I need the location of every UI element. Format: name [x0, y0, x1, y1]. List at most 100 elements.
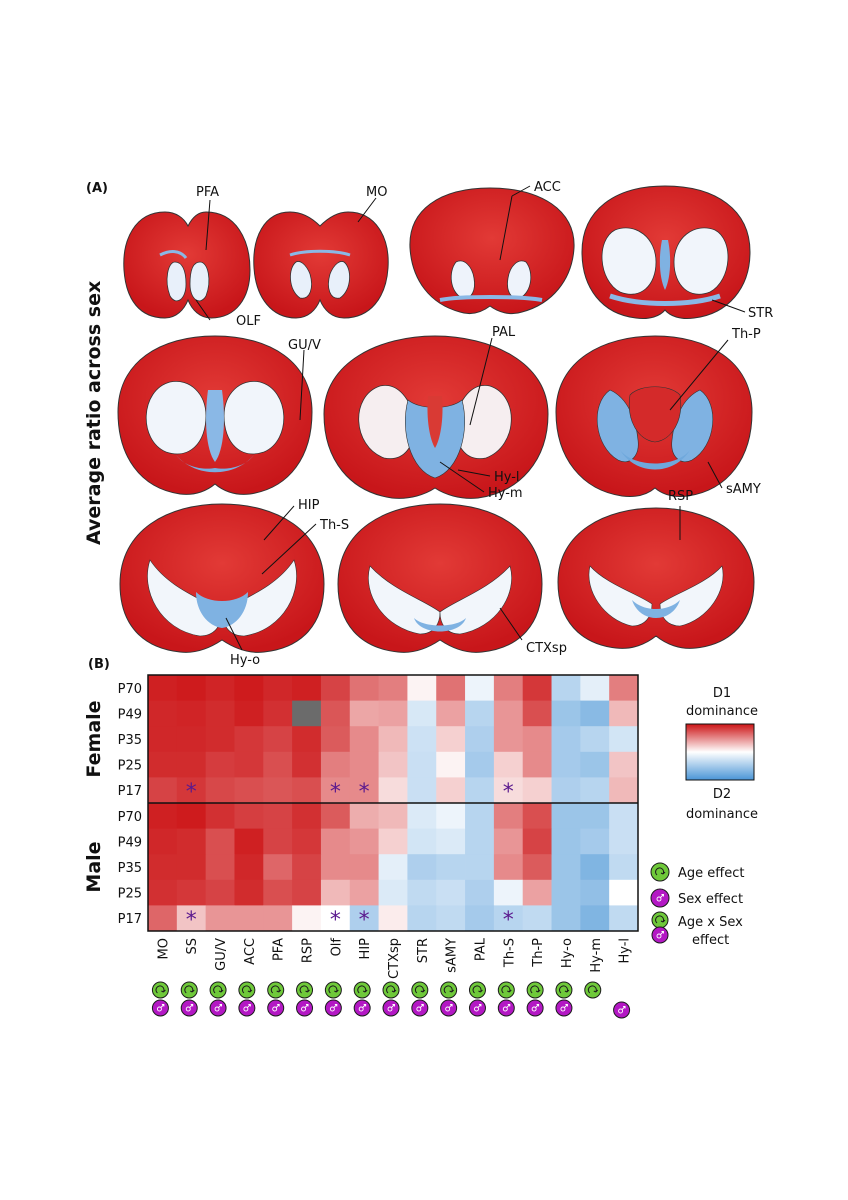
heatmap-cell [263, 905, 293, 932]
region-label-hym: Hy-m [488, 486, 523, 501]
heatmap-cell [349, 777, 379, 804]
heatmap-cell [148, 879, 178, 906]
heatmap-cell [320, 675, 351, 701]
heatmap-cell [522, 751, 552, 778]
heatmap-cell [378, 828, 408, 855]
region-label-pal: PAL [492, 325, 516, 340]
heatmap-cell [234, 803, 264, 829]
heatmap-cell [436, 700, 466, 727]
heatmap-cell [551, 751, 581, 778]
age-effect-icon [468, 981, 486, 999]
brain-section-2 [253, 211, 389, 319]
heatmap-cell [436, 828, 466, 855]
heatmap-cell [320, 803, 351, 829]
heatmap-cell [320, 726, 351, 753]
sex-effect-icon [613, 1001, 631, 1019]
row-label: P17 [118, 912, 142, 927]
panel-b-label: (B) [88, 657, 110, 672]
heatmap-cell [234, 751, 264, 778]
heatmap-cell [234, 777, 264, 804]
heatmap-cell [349, 828, 379, 855]
heatmap-cell [148, 828, 178, 855]
age-effect-label: Age effect [678, 866, 744, 881]
brain-section-7 [555, 335, 753, 497]
sex-effect-icon [411, 999, 429, 1017]
heatmap-cell [205, 777, 235, 804]
heatmap-cell [580, 803, 610, 829]
brain-section-9 [337, 503, 543, 653]
column-label: Th-P [531, 938, 546, 968]
sex-effect-icon [238, 999, 256, 1017]
age-effect-icon [555, 981, 573, 999]
heatmap-cell [407, 905, 437, 932]
column-label: Hy-o [560, 938, 575, 968]
sex-effect-icon [151, 999, 169, 1017]
heatmap-cell [609, 751, 639, 778]
heatmap-cell [465, 777, 495, 804]
heatmap-cell [407, 777, 437, 804]
heatmap-cell [148, 777, 178, 804]
heatmap-cell [522, 777, 552, 804]
significance-star: * [186, 908, 197, 933]
significance-star: * [503, 780, 514, 805]
legend-gradient-bar [685, 723, 755, 781]
row-label: P70 [118, 810, 142, 825]
heatmap-cell [148, 700, 178, 727]
age-effect-icon [151, 981, 169, 999]
brain-section-5 [117, 335, 313, 495]
heatmap-cell [378, 854, 408, 881]
sex-effect-icon [651, 926, 669, 944]
age-effect-icon [651, 911, 669, 929]
sex-effect-icon [440, 999, 458, 1017]
heatmap-cell [205, 726, 235, 753]
column-label: GU/V [214, 938, 229, 971]
region-label-rsp: RSP [668, 489, 693, 504]
sex-effect-icon [555, 999, 573, 1017]
heatmap-cell [349, 751, 379, 778]
region-label-acc: ACC [534, 180, 561, 195]
heatmap-cell [522, 879, 552, 906]
age-effect-icon [584, 981, 602, 999]
row-labels: P70 P49 P35 P25 P17 P70 P49 P35 P25 P17 [118, 682, 142, 927]
heatmap-cell [436, 854, 466, 881]
column-label: CTXsp [387, 938, 402, 979]
heatmap-cell [580, 777, 610, 804]
heatmap-cell [436, 905, 466, 932]
brain-section-1 [123, 211, 251, 319]
significance-star: * [186, 780, 197, 805]
heatmap-cell [493, 803, 524, 829]
heatmap-cell [465, 675, 495, 701]
heatmap-cells [148, 675, 639, 932]
heatmap-cell [609, 854, 639, 881]
age-effect-icon [411, 981, 429, 999]
heatmap-cell [580, 726, 610, 753]
heatmap-cell [234, 675, 264, 701]
row-label: P25 [118, 759, 142, 774]
row-label: P35 [118, 861, 142, 876]
heatmap-cell [176, 854, 207, 881]
heatmap-cell [580, 905, 610, 932]
heatmap-cell [292, 905, 322, 932]
heatmap-cell [465, 700, 495, 727]
row-label: P17 [118, 784, 142, 799]
sex-effect-label: Sex effect [678, 892, 743, 907]
heatmap-cell [263, 828, 293, 855]
panel-a-y-title: Average ratio across sex [83, 281, 105, 545]
heatmap-cell [148, 726, 178, 753]
heatmap-cell [320, 905, 351, 932]
significance-star: * [359, 908, 370, 933]
region-label-hyl: Hy-l [494, 470, 520, 485]
color-legend: D1 dominance D2 dominance [685, 686, 758, 822]
age-effect-icon [209, 981, 227, 999]
heatmap-cell [205, 854, 235, 881]
heatmap-cell [465, 905, 495, 932]
heatmap-cell [205, 675, 235, 701]
group-label: Female [83, 700, 105, 777]
age-effect-icon [267, 981, 285, 999]
heatmap-cell [551, 905, 581, 932]
sex-effect-icon [324, 999, 342, 1017]
heatmap-cell [176, 751, 207, 778]
age-effect-icon [324, 981, 342, 999]
age-effect-icon [497, 981, 515, 999]
heatmap-cell [263, 879, 293, 906]
